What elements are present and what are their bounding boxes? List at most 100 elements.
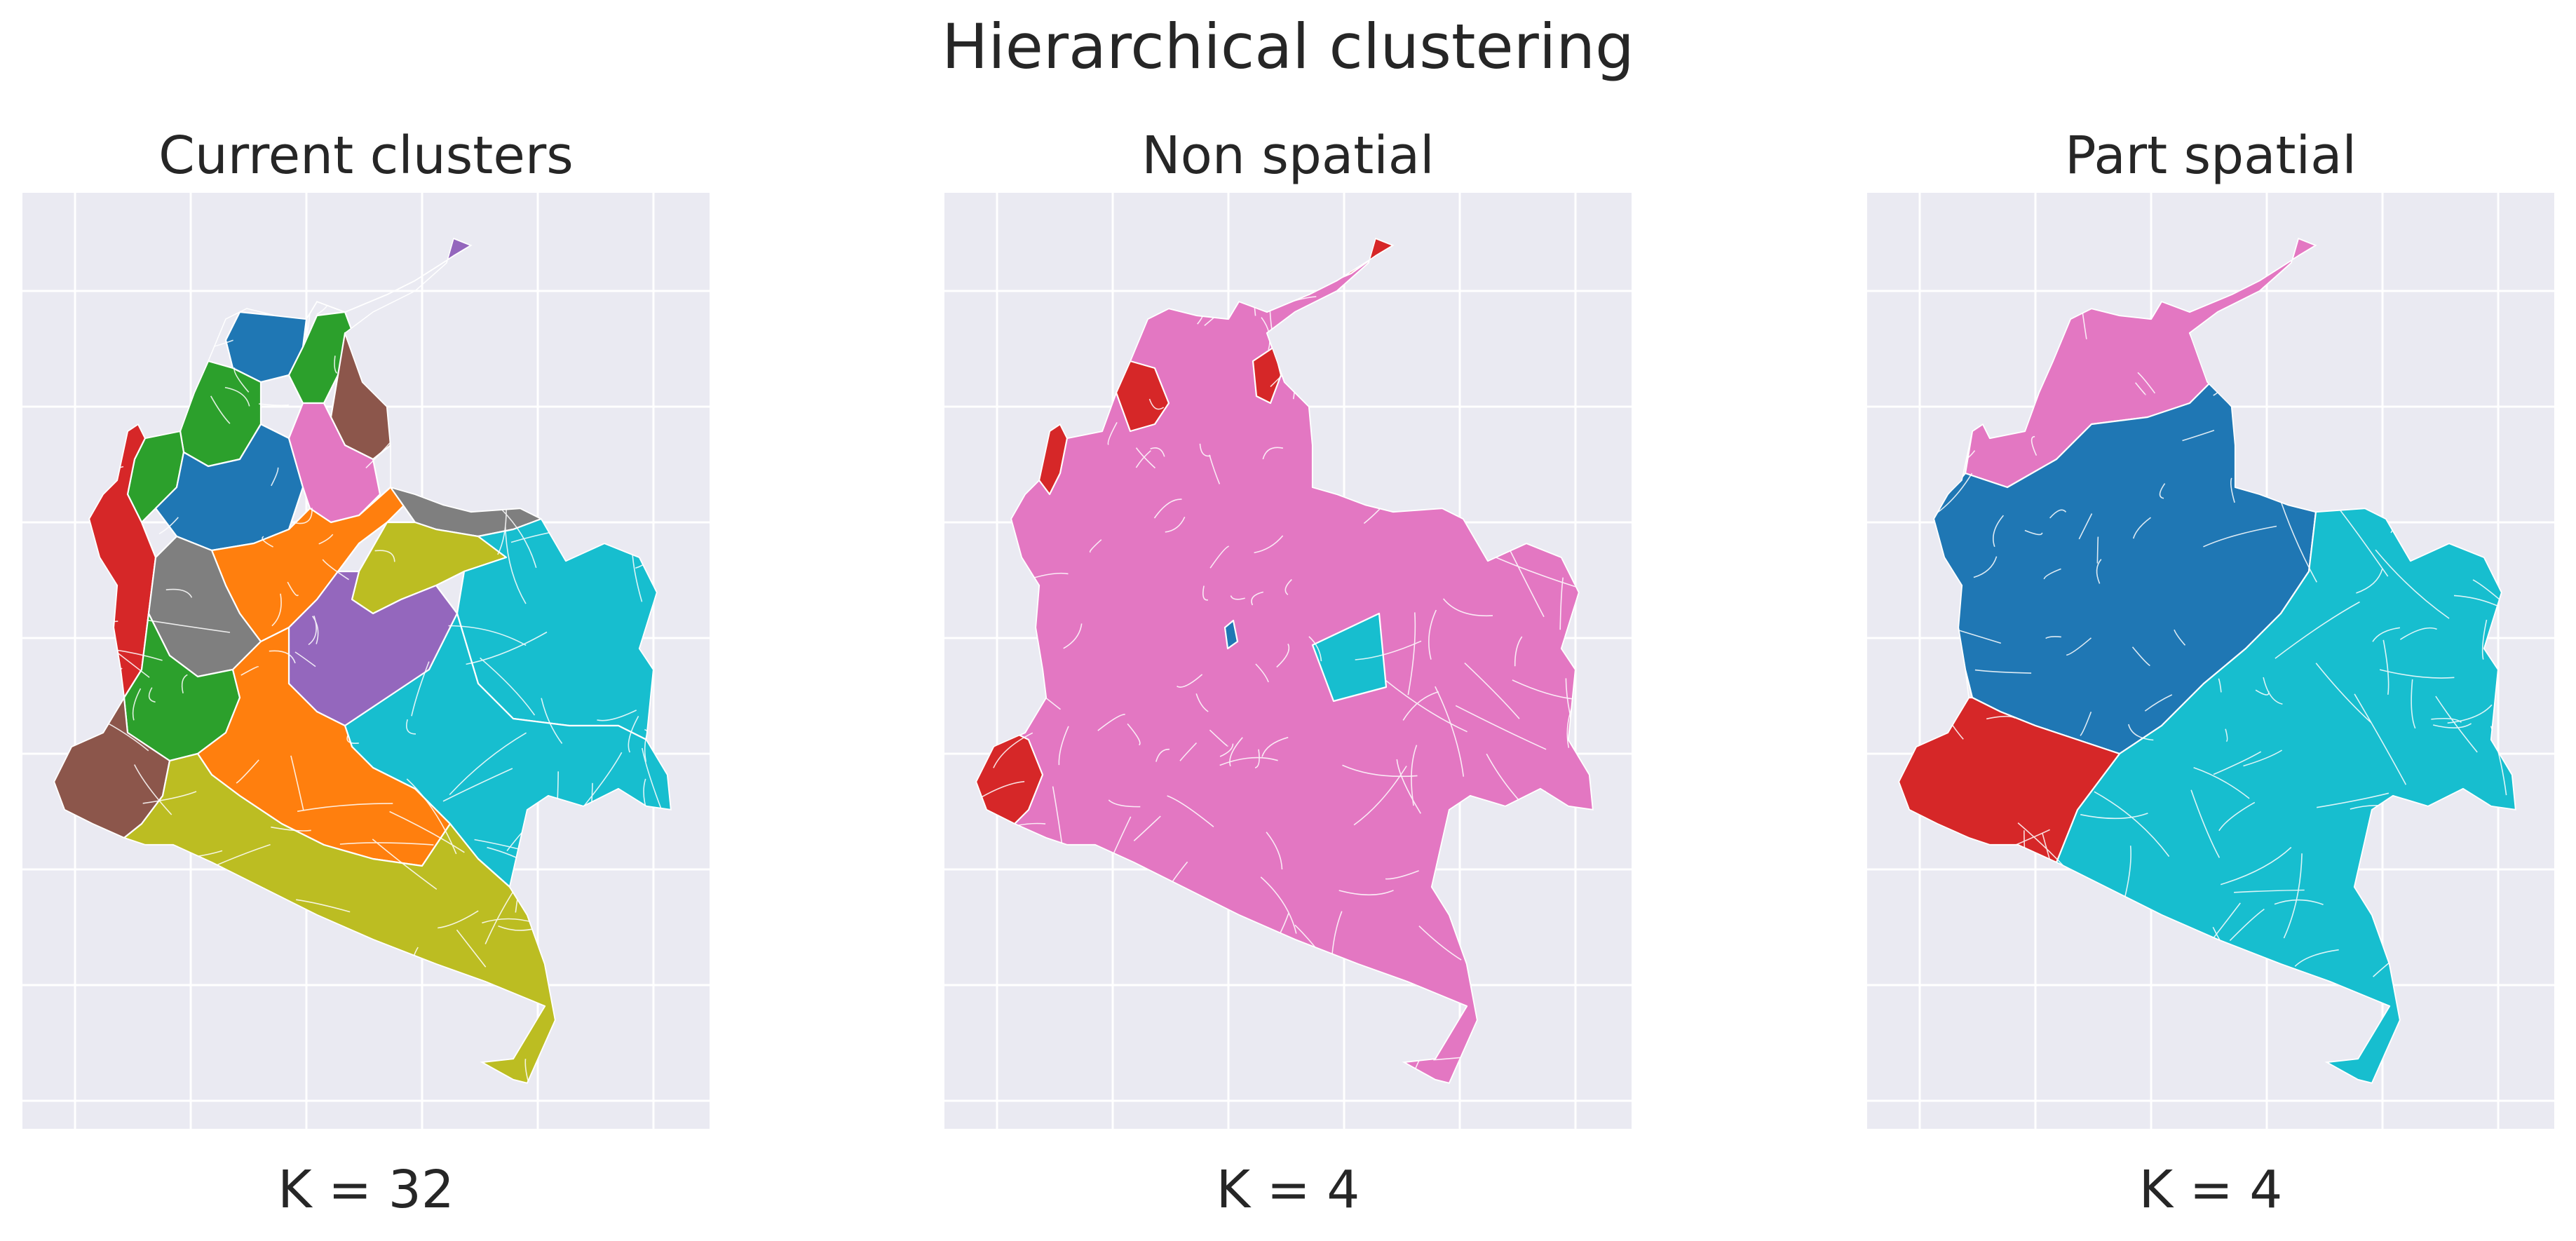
municipality-boundary [1965,282,1978,359]
municipality-boundary [2182,429,2215,442]
municipality-boundary [431,1041,487,1046]
municipality-boundary [480,657,536,716]
municipality-boundary [2005,898,2024,958]
municipality-boundary [1276,643,1290,668]
municipality-boundary [1219,743,1234,757]
municipality-boundary [1254,535,1284,554]
municipality-boundary [2131,646,2150,667]
municipality-boundary [1492,1033,1529,1064]
municipality-boundary [273,944,323,982]
municipality-boundary [1385,679,1467,733]
municipality-boundary [1135,450,1151,468]
municipality-boundary [1251,591,1263,606]
municipality-boundary [1209,454,1221,484]
municipality-boundary [2213,751,2262,775]
municipality-boundary [210,395,231,424]
panel-title-partspatial: Part spatial [2065,126,2357,186]
municipality-boundary [2218,801,2256,832]
municipality-boundary [2294,949,2339,967]
municipality-boundary [1097,714,1125,731]
municipality-boundary [1479,498,1499,533]
municipality-boundary [573,486,647,554]
municipality-boundary [1396,292,1453,340]
municipality-boundary [271,467,279,487]
municipality-boundary [990,867,1050,944]
municipality-boundary [388,444,405,473]
municipality-boundary [1255,663,1269,683]
municipality-boundary [2430,422,2480,506]
municipality-boundary [2397,896,2437,922]
municipality-boundary [2303,419,2320,458]
municipality-boundary [1053,265,1066,330]
municipality-boundary [1974,978,1982,1069]
municipality-boundary [562,434,609,510]
municipality-boundary [1309,306,1324,316]
municipality-boundary [1254,749,1260,768]
municipality-boundary [372,343,381,364]
municipality-boundary [2105,250,2125,281]
municipality-boundary [2246,465,2254,492]
municipality-boundary [76,667,123,684]
municipality-boundary [384,306,391,338]
municipality-boundary [1906,865,1925,908]
municipality-boundary [1396,759,1421,814]
municipality-boundary [2448,894,2470,918]
municipality-boundary [1385,870,1419,880]
municipality-boundary [541,698,563,744]
municipality-boundary [221,1043,240,1083]
municipality-boundary [466,631,548,665]
municipality-boundary [259,403,289,406]
municipality-boundary [461,298,471,338]
municipality-boundary [367,948,402,990]
municipality-boundary [1986,715,2016,720]
municipality-boundary [2037,276,2100,297]
municipality-boundary [2370,269,2373,358]
municipality-boundary [1001,277,1081,287]
municipality-boundary [600,445,630,522]
municipality-boundary [2265,355,2345,407]
municipality-boundary [85,846,112,928]
municipality-boundary [2375,276,2444,317]
municipality-boundary [2174,629,2186,646]
municipality-boundary [597,710,637,721]
municipality-boundary [2401,1027,2447,1043]
municipality-boundary [1500,317,1513,388]
municipality-boundary [2134,382,2146,395]
municipality-boundary [2394,325,2482,369]
municipality-boundary [1296,338,1310,351]
municipality-boundary [2234,889,2305,893]
municipality-boundary [2399,627,2437,640]
municipality-boundary [2193,766,2250,799]
municipality-boundary [1127,723,1141,746]
municipality-boundary [2501,490,2516,567]
municipality-boundary [1240,1012,1310,1069]
municipality-boundary [442,768,513,802]
municipality-boundary [1334,315,1339,381]
municipality-boundary [1442,598,1493,617]
municipality-boundary [604,1022,626,1071]
municipality-boundary [438,910,479,929]
municipality-boundary [118,999,184,1029]
municipality-boundary [1464,663,1520,719]
municipality-boundary [2479,276,2516,303]
municipality-boundary [1454,292,1479,311]
municipality-boundary [154,1041,248,1055]
municipality-boundary [1974,669,2032,674]
municipality-boundary [2159,483,2166,499]
municipality-boundary [269,650,296,664]
municipality-boundary [105,287,123,339]
municipality-boundary [306,259,312,333]
municipality-boundary [1005,976,1018,1044]
municipality-boundary [402,384,456,393]
municipality-boundary [1199,443,1211,457]
municipality-boundary [165,588,193,598]
municipality-boundary [2224,1012,2241,1059]
municipality-boundary [374,550,395,562]
municipality-boundary [1308,636,1322,662]
municipality-boundary [1512,909,1593,925]
municipality-boundary [1524,811,1565,893]
municipality-boundary [1899,280,1990,330]
municipality-boundary [1177,674,1203,688]
municipality-boundary [1911,625,1947,690]
municipality-boundary [1572,645,1593,700]
